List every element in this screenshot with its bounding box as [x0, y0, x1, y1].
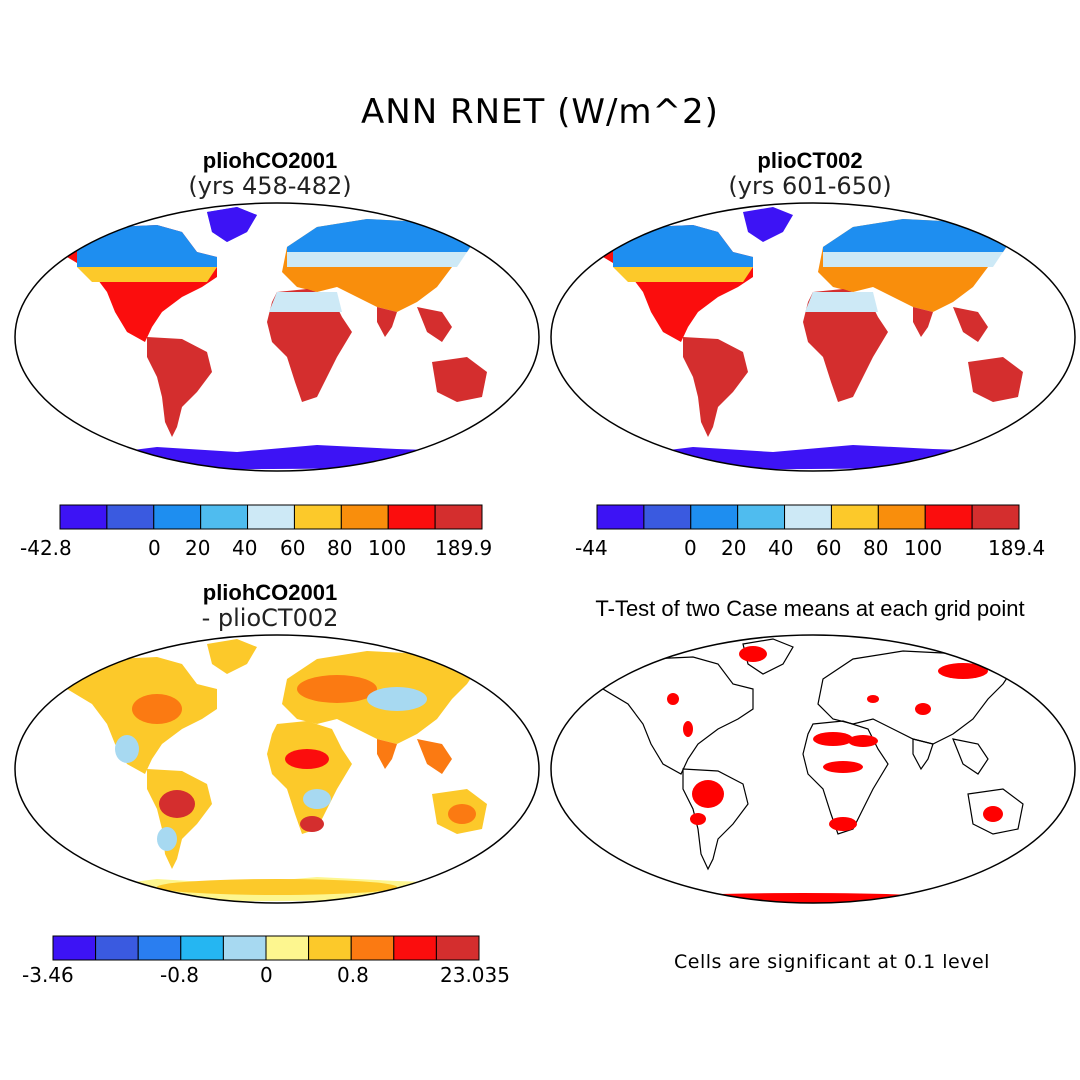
cbar2-tick: 189.4	[988, 536, 1046, 560]
colorbar-swatch	[293, 504, 342, 530]
panel2-subtitle: (yrs 601-650)	[728, 172, 892, 200]
cbar1-tick: -42.8	[20, 536, 72, 560]
cbar2-tick: 60	[816, 536, 842, 560]
cbar3-tick: 23.035	[440, 963, 510, 987]
colorbar-swatch	[830, 504, 879, 530]
panel1-subtitle: (yrs 458-482)	[188, 172, 352, 200]
colorbar-swatch	[95, 935, 139, 961]
cbar2-tick: 0	[684, 536, 697, 560]
cbar1-tick: 189.9	[435, 536, 493, 560]
colorbar-swatch	[200, 504, 249, 530]
colorbar-swatch	[59, 504, 108, 530]
colorbar-swatch	[247, 504, 295, 530]
colorbar-panel-3	[52, 935, 480, 961]
significance-note: Cells are significant at 0.1 level	[674, 951, 990, 973]
cbar3-tick: 0	[260, 963, 273, 987]
map-panel-2	[550, 202, 1076, 472]
figure-title: ANN RNET (W/m^2)	[361, 92, 719, 132]
colorbar-swatch	[106, 504, 155, 530]
colorbar-panel-1	[59, 504, 483, 530]
colorbar-swatch	[137, 935, 182, 961]
colorbar-swatch	[222, 935, 267, 961]
colorbar-swatch	[340, 504, 389, 530]
colorbar-swatch	[350, 935, 395, 961]
cbar1-tick: 0	[148, 536, 161, 560]
cbar2-tick: 20	[721, 536, 747, 560]
colorbar-swatch	[434, 504, 483, 530]
cbar1-tick: 60	[280, 536, 306, 560]
colorbar-panel-2	[596, 504, 1020, 530]
cbar2-tick: -44	[575, 536, 608, 560]
cbar3-tick: 0.8	[337, 963, 369, 987]
cbar1-tick: 100	[368, 536, 407, 560]
map-panel-4	[550, 634, 1076, 904]
cbar2-tick: 40	[768, 536, 794, 560]
cbar1-tick: 20	[185, 536, 211, 560]
colorbar-swatch	[52, 935, 97, 961]
cbar1-tick: 40	[232, 536, 258, 560]
panel4-title: T-Test of two Case means at each grid po…	[595, 596, 1025, 621]
cbar3-tick: -3.46	[22, 963, 74, 987]
cbar2-tick: 80	[863, 536, 889, 560]
cbar1-tick: 80	[327, 536, 353, 560]
map-panel-3	[14, 634, 540, 904]
colorbar-swatch	[435, 935, 480, 961]
map-panel-1	[14, 202, 540, 472]
colorbar-swatch	[643, 504, 692, 530]
colorbar-swatch	[737, 504, 786, 530]
colorbar-swatch	[387, 504, 436, 530]
colorbar-swatch	[153, 504, 202, 530]
colorbar-swatch	[393, 935, 437, 961]
cbar2-tick: 100	[904, 536, 943, 560]
colorbar-swatch	[690, 504, 739, 530]
colorbar-swatch	[971, 504, 1020, 530]
colorbar-swatch	[265, 935, 310, 961]
panel1-title: pliohCO2001	[202, 148, 338, 173]
colorbar-swatch	[596, 504, 645, 530]
panel3-title: pliohCO2001	[202, 580, 338, 605]
colorbar-swatch	[924, 504, 973, 530]
colorbar-swatch	[877, 504, 926, 530]
panel2-title: plioCT002	[757, 148, 863, 173]
panel3-subtitle: - plioCT002	[201, 604, 339, 632]
cbar3-tick: -0.8	[160, 963, 200, 987]
colorbar-swatch	[180, 935, 224, 961]
colorbar-swatch	[308, 935, 352, 961]
colorbar-swatch	[784, 504, 832, 530]
